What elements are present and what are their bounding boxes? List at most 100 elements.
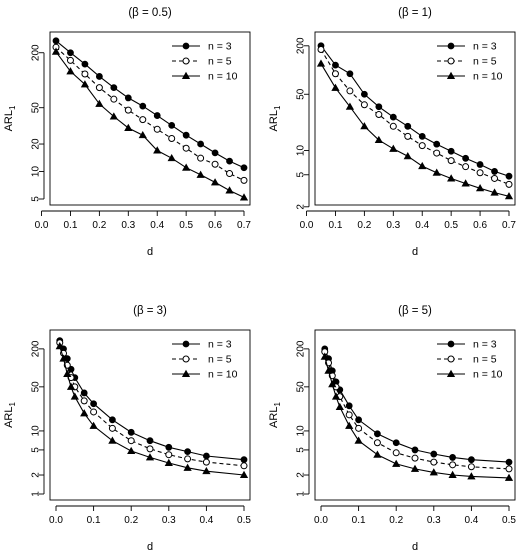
data-point [404, 122, 412, 130]
y-tick-label: 200 [31, 44, 42, 61]
plot-frame [49, 329, 251, 501]
legend-marker [181, 71, 191, 79]
chart-title: (β = 0.5) [128, 7, 172, 19]
series-line [55, 51, 245, 198]
data-point [389, 144, 398, 152]
y-tick-label: 1 [296, 491, 307, 497]
y-tick-label: 50 [296, 88, 307, 100]
series-line [320, 49, 510, 185]
data-point [392, 449, 400, 457]
data-point [202, 458, 210, 466]
data-point [239, 193, 249, 201]
x-tick-label: 0.6 [473, 220, 487, 231]
data-point [139, 102, 147, 110]
x-axis: 0.0 0.1 0.2 0.3 0.4 0.5 [314, 505, 516, 526]
y-axis-label-text: ARL [3, 110, 15, 131]
legend-marker [182, 57, 190, 65]
data-point [373, 430, 381, 438]
data-point [145, 453, 155, 461]
x-tick-label: 0.7 [237, 220, 251, 231]
x-tick-label: 0.1 [64, 220, 78, 231]
y-tick-label: 200 [31, 340, 42, 357]
data-point [360, 101, 368, 109]
data-point [124, 94, 132, 102]
data-point [240, 164, 248, 172]
x-tick-label: 0.3 [121, 220, 135, 231]
data-point [70, 392, 79, 400]
legend: n = 3 n = 5 n = 10 [437, 41, 503, 83]
data-point [108, 436, 117, 444]
data-point [139, 116, 147, 124]
data-point [80, 409, 89, 417]
legend-label: n = 5 [208, 354, 232, 366]
data-point [90, 400, 97, 408]
data-point [389, 122, 397, 130]
legend-label: n = 3 [473, 41, 497, 53]
legend-label: n = 3 [473, 339, 497, 351]
x-tick-label: 0.4 [199, 515, 213, 526]
x-tick-label: 0.0 [35, 220, 49, 231]
data-point [196, 170, 205, 178]
data-point [127, 428, 135, 436]
data-point [184, 448, 192, 456]
data-point [202, 466, 211, 475]
x-tick-label: 0.2 [92, 220, 106, 231]
series-3 [55, 342, 249, 479]
legend-label: n = 5 [473, 56, 497, 68]
data-point [331, 70, 339, 78]
data-point [52, 37, 60, 45]
x-tick-label: 0.2 [389, 515, 403, 526]
data-point [404, 132, 412, 140]
x-tick-label: 0.5 [179, 220, 193, 231]
data-point [153, 112, 161, 119]
data-point [433, 149, 441, 157]
y-axis-label-text: ARL [3, 407, 15, 428]
data-point [184, 455, 192, 463]
data-point [467, 456, 475, 464]
legend-label: n = 5 [473, 354, 497, 366]
data-point [182, 144, 190, 152]
y-axis-label: ARL1 [268, 105, 282, 131]
data-point [90, 408, 98, 416]
data-point [226, 170, 234, 178]
data-point [403, 152, 412, 160]
x-axis-label: d [147, 541, 153, 550]
legend-label: n = 10 [473, 71, 503, 83]
data-point [346, 70, 354, 78]
data-point [324, 366, 333, 374]
y-axis: 2 5 10 50 200 [296, 37, 310, 210]
data-point [504, 192, 514, 200]
data-point [345, 402, 353, 410]
data-point [95, 99, 104, 107]
data-point [373, 450, 382, 458]
data-point [211, 160, 219, 168]
y-tick-label: 2 [31, 472, 42, 478]
data-point [167, 153, 176, 162]
x-tick-label: 0.7 [502, 220, 516, 231]
y-axis-label: ARL1 [268, 402, 282, 428]
x-axis: 0.0 0.1 0.2 0.3 0.4 0.5 0.6 0.7 [35, 210, 251, 231]
y-axis: 1 2 5 10 50 200 [296, 340, 310, 497]
data-point [374, 135, 383, 144]
chart-title: (β = 5) [398, 305, 432, 317]
chart-panel-3: (β = 3)0.0 0.1 0.2 0.3 0.4 0.5d1251050200ARL1… [3, 305, 251, 550]
legend: n = 3 n = 5 n = 10 [172, 41, 238, 83]
data-point [317, 45, 325, 53]
x-tick-label: 0.0 [49, 515, 63, 526]
data-point [447, 157, 455, 165]
data-point [138, 130, 147, 139]
x-tick-label: 0.4 [150, 220, 164, 231]
y-axis: 1 2 5 10 50 200 [31, 340, 45, 497]
x-tick-label: 0.0 [300, 220, 314, 231]
x-tick-label: 0.5 [444, 220, 458, 231]
series-2 [52, 43, 248, 184]
legend-label: n = 10 [473, 369, 503, 381]
data-point [202, 452, 210, 460]
y-tick-label: 10 [31, 166, 42, 178]
y-tick-label: 50 [31, 102, 42, 114]
legend-marker [182, 42, 190, 50]
plot-frame [49, 31, 251, 206]
data-point [462, 154, 470, 162]
data-point [373, 439, 381, 447]
